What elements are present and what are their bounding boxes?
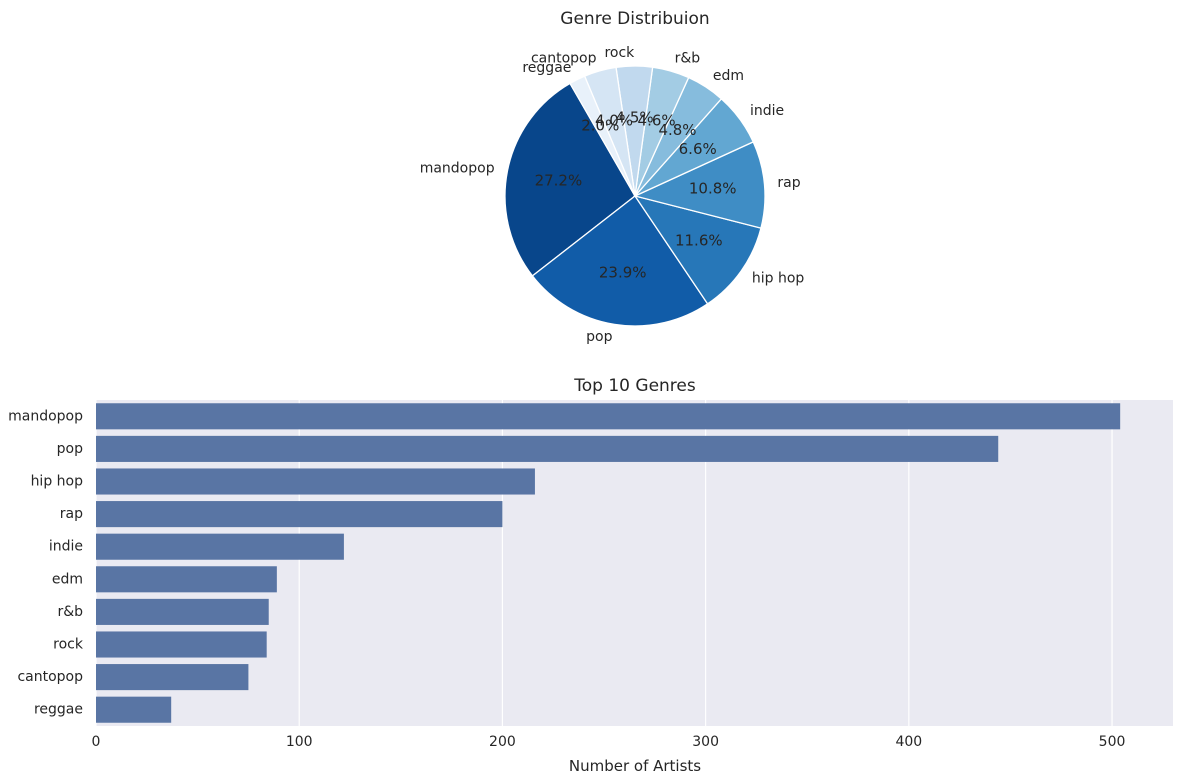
pie-percent-label-edm: 4.8% [658, 121, 696, 139]
y-tick-label-mandopop: mandopop [8, 408, 83, 424]
pie-category-label-edm: edm [713, 68, 744, 84]
bar-cantopop [96, 664, 249, 691]
pie-chart: Genre Distribuion mandopop 27.2% pop 23.9% h… [420, 9, 805, 345]
pie-percent-label-rock: 4.5% [616, 109, 654, 127]
pie-percent-label-rap: 10.8% [689, 180, 737, 198]
pie-slices [504, 65, 766, 327]
pie-percent-label-mandopop: 27.2% [535, 172, 583, 190]
bar-edm [96, 566, 277, 593]
x-tick-label-400: 400 [895, 734, 922, 750]
pie-slice-hip-hop [633, 194, 762, 305]
bar-reggae [96, 696, 172, 723]
pie-category-label-hip-hop: hip hop [752, 270, 805, 286]
pie-category-label-reggae: reggae [522, 60, 571, 76]
x-axis-label: Number of Artists [569, 757, 701, 775]
y-tick-label-rock: rock [53, 637, 84, 653]
pie-category-label-pop: pop [586, 329, 612, 345]
x-tick-label-0: 0 [92, 734, 101, 750]
bars [96, 403, 1121, 723]
pie-category-label-mandopop: mandopop [420, 161, 495, 177]
pie-percent-label-indie: 6.6% [679, 140, 717, 158]
bar-mandopop [96, 403, 1121, 430]
x-tick-labels: 0 100 200 300 400 500 [92, 734, 1126, 750]
y-tick-label-rap: rap [60, 506, 83, 522]
x-tick-label-500: 500 [1099, 734, 1126, 750]
y-tick-label-indie: indie [49, 539, 83, 555]
pie-category-label-rap: rap [777, 175, 800, 191]
pie-slice-mandopop [504, 82, 636, 277]
pie-percent-label-randb: 4.6% [638, 112, 676, 130]
y-tick-label-randb: r&b [57, 604, 83, 620]
pie-category-label-randb: r&b [675, 51, 701, 67]
bar-chart: Top 10 Genres mandopop pop hip hop rap indie… [8, 376, 1173, 775]
pie-slice-pop [531, 195, 709, 327]
bar-hip-hop [96, 468, 535, 495]
x-tick-label-200: 200 [489, 734, 516, 750]
pie-slice-rap [633, 141, 766, 229]
bar-title: Top 10 Genres [573, 376, 696, 396]
pie-slice-reggae [569, 75, 636, 197]
y-tick-label-cantopop: cantopop [17, 669, 83, 685]
pie-percent-label-cantopop: 4.0% [595, 111, 633, 129]
y-tick-label-edm: edm [52, 571, 83, 587]
y-tick-label-hip-hop: hip hop [31, 474, 84, 490]
bar-rap [96, 501, 503, 528]
y-tick-label-pop: pop [57, 441, 83, 457]
pie-category-label-indie: indie [750, 103, 784, 119]
pie-percent-label-pop: 23.9% [599, 264, 647, 282]
bar-pop [96, 435, 999, 462]
y-tick-label-reggae: reggae [34, 702, 83, 718]
pie-percent-label-hip-hop: 11.6% [675, 231, 723, 249]
bar-rock [96, 631, 267, 658]
bar-randb [96, 598, 269, 625]
x-tick-label-300: 300 [692, 734, 719, 750]
bar-indie [96, 533, 344, 560]
pie-labels: mandopop 27.2% pop 23.9% hip hop 11.6% rap 10.8… [420, 45, 805, 345]
pie-category-label-rock: rock [604, 45, 635, 61]
x-tick-label-100: 100 [286, 734, 313, 750]
pie-title: Genre Distribuion [560, 9, 709, 29]
pie-category-label-cantopop: cantopop [531, 50, 597, 66]
pie-percent-label-reggae: 2.0% [581, 117, 619, 135]
y-tick-labels: mandopop pop hip hop rap indie edm r&b rock cant… [8, 408, 84, 717]
